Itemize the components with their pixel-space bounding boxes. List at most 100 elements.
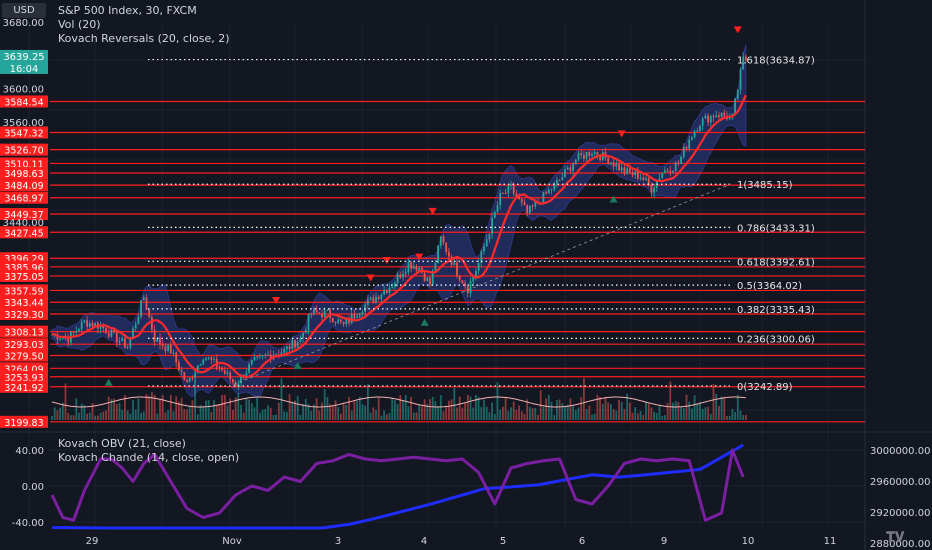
volume-bar [107,396,110,420]
candle-body [356,316,358,319]
volume-bar [556,400,558,420]
obv-tick-label: 2880000.00 [870,539,930,550]
volume-bar [313,404,315,420]
candle-body [547,189,550,194]
fib-level-label: 0.382(3335.43) [737,305,815,316]
volume-bar [145,394,148,420]
volume-bar [545,398,547,420]
candle-body [296,341,299,348]
candle-body [94,322,97,327]
candle-body [164,346,167,351]
candle-body [477,263,480,271]
volume-bar [364,405,367,420]
candle-body [680,156,682,164]
obv-tick-label: 2960000.00 [870,477,930,488]
price-level-tag [0,208,48,221]
candle-body [615,164,618,167]
candle-body [383,290,385,295]
volume-bar [445,406,448,420]
volume-bar [734,411,736,420]
volume-bar [377,397,380,420]
volume-bar [137,398,140,420]
candle-body [688,139,691,149]
volume-bar [499,409,502,420]
reversal-up-marker [609,195,618,203]
candle-body [183,372,186,380]
fib-level-label: 0.236(3300.06) [737,334,815,345]
candle-body [445,242,448,252]
candle-body [210,357,213,360]
reversal-up-marker [293,362,302,370]
price-level-tag [0,143,48,156]
volume-bar [348,396,350,420]
candle-body [510,184,512,186]
volume-bar [358,396,361,420]
volume-bar [442,411,445,420]
volume-bar [169,394,172,420]
candle-body [653,187,655,193]
candle-body [493,211,496,218]
volume-bar [70,415,72,420]
candle-body [261,355,264,357]
volume-bar [186,409,188,420]
volume-bar [426,404,429,420]
volume-bar [383,410,385,420]
time-tick-label: 10 [742,536,755,547]
candle-body [423,272,426,281]
volume-bar [202,405,205,420]
volume-bar [218,403,221,420]
volume-bar [561,403,564,420]
candle-body [502,192,504,194]
volume-bar [315,398,318,420]
candle-body [288,346,291,350]
candle-body [196,365,199,373]
price-level-tag [0,338,48,351]
price-level-label: 3329.30 [4,310,43,321]
candle-body [553,183,556,190]
volume-bar [121,409,124,420]
candle-body [253,357,256,360]
fib-level-label: 1.618(3634.87) [737,56,815,67]
price-level-tag [0,157,48,170]
reversal-down-marker [733,26,742,34]
lower-legend: Kovach OBV (21, close) Kovach Chande (14… [58,437,239,465]
price-level-label: 3547.32 [4,128,43,139]
candle-body [583,155,585,159]
volume-bar [307,404,310,420]
candle-body [145,297,148,310]
volume-bar [712,384,715,420]
candle-body [707,115,709,123]
volume-bar [99,412,102,420]
candle-body [113,329,115,332]
candle-body [418,267,421,271]
candle-body [664,170,666,173]
candle-body [118,341,121,343]
volume-bar [437,406,439,420]
volume-bar [421,406,423,420]
chande-tick-label: -40.00 [12,518,44,529]
candle-body [342,321,345,325]
volume-bar [634,407,637,420]
candle-body [499,192,502,206]
candle-body [86,320,88,327]
fib-level-label: 0.786(3433.31) [737,223,815,234]
volume-bar [745,415,747,420]
legend-kovach-reversals: Kovach Reversals (20, close, 2) [58,32,230,45]
candle-body [523,202,526,206]
price-tick-label: 3680.00 [3,18,44,29]
reversal-down-marker [617,130,626,138]
volume-bar [696,404,699,420]
volume-bar [302,404,304,420]
candle-body [456,262,458,276]
candle-body [59,338,61,340]
candle-body [375,296,377,303]
volume-bar [415,412,418,420]
candle-body [248,364,250,373]
volume-bar [591,414,593,420]
candle-body [329,309,331,318]
volume-bar [610,404,612,420]
volume-bar [515,409,518,420]
volume-bar [493,414,496,420]
volume-bar [453,387,456,420]
